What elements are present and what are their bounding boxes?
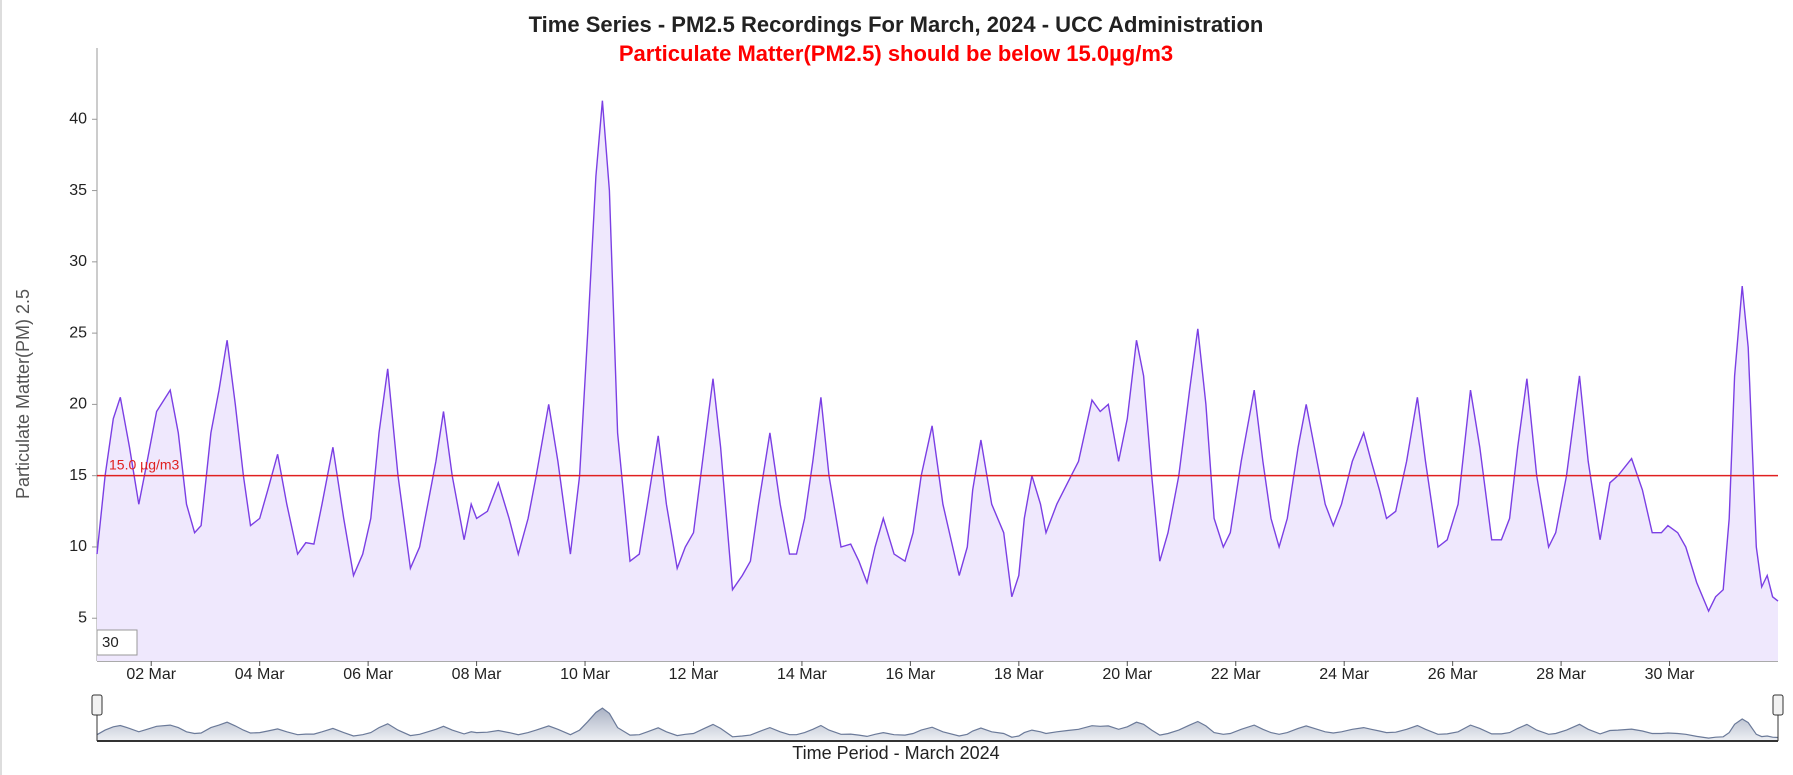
x-axis-label: Time Period - March 2024 [792,743,999,763]
zoom-input[interactable] [96,629,138,656]
x-tick-label: 18 Mar [994,666,1044,683]
x-tick-label: 02 Mar [126,666,176,683]
line [96,100,1779,613]
navigator-line [96,707,1779,739]
y-tick-label: 30 [69,253,87,270]
y-tick-label: 25 [69,324,87,341]
y-tick-label: 40 [69,110,87,127]
y-tick-label: 15 [69,467,87,484]
x-tick-label: 06 Mar [343,666,393,683]
x-tick-label: 30 Mar [1645,666,1695,683]
navigator-handle[interactable] [91,694,103,716]
y-axis-label: Particulate Matter(PM) 2.5 [13,289,33,499]
zoom-input-text[interactable]: 30 [102,634,119,651]
x-tick-label: 08 Mar [452,666,502,683]
area-fill [97,100,1778,661]
x-tick-label: 20 Mar [1102,666,1152,683]
chart-title: Time Series - PM2.5 Recordings For March… [529,12,1264,37]
x-tick-label: 22 Mar [1211,666,1261,683]
x-tick-label: 14 Mar [777,666,827,683]
chart-subtitle: Particulate Matter(PM2.5) should be belo… [619,41,1173,66]
y-tick-label: 5 [78,609,87,626]
x-tick-label: 10 Mar [560,666,610,683]
plot: 5 10 15 20 25 30 35 40 02 Mar 04 Mar 06 Mar 08 Mar 1… [69,48,1784,742]
y-tick-label: 35 [69,182,87,199]
x-tick-label: 26 Mar [1428,666,1478,683]
x-tick-label: 28 Mar [1536,666,1586,683]
x-tick-label: 04 Mar [235,666,285,683]
y-tick-label: 10 [69,538,87,555]
threshold-label: 15.0 µg/m3 [109,456,180,472]
navigator-handle[interactable] [1772,694,1784,716]
x-tick-label: 12 Mar [669,666,719,683]
navigator-area [97,708,1778,741]
x-tick-label: 24 Mar [1319,666,1369,683]
y-tick-label: 20 [69,396,87,413]
x-tick-label: 16 Mar [885,666,935,683]
